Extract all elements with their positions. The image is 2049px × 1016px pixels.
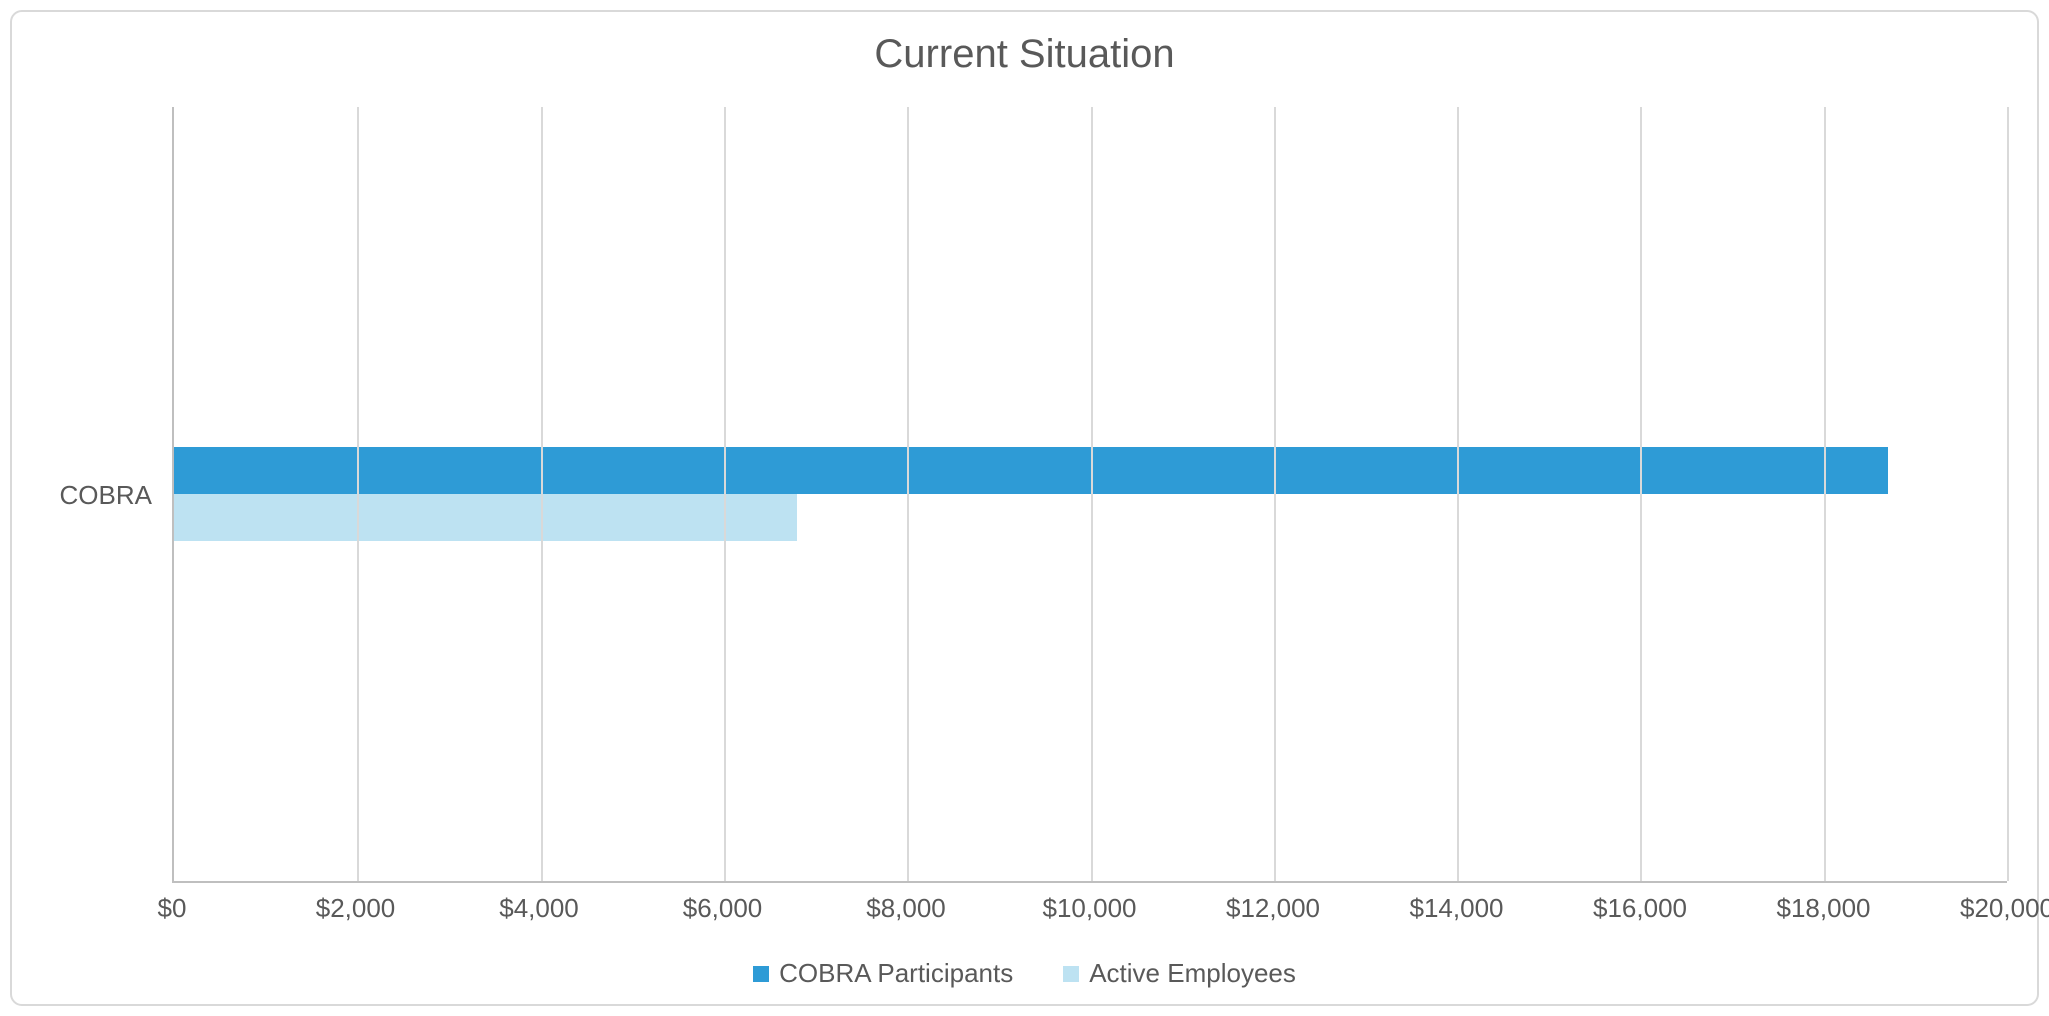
gridline <box>2007 107 2009 881</box>
x-tick-label: $12,000 <box>1226 893 1320 924</box>
plot-wrapper: COBRA $0$2,000$4,000$6,000$8,000$10,000$… <box>42 107 2007 989</box>
x-tick-label: $0 <box>158 893 187 924</box>
plot-row: COBRA <box>42 107 2007 883</box>
legend-label: COBRA Participants <box>779 958 1013 989</box>
x-tick-label: $10,000 <box>1043 893 1137 924</box>
legend-swatch <box>753 966 769 982</box>
legend-swatch <box>1063 966 1079 982</box>
x-tick-label: $4,000 <box>499 893 579 924</box>
x-axis-row: $0 $2,000 $4,000 $6,000 $8,000 $10,000 $12,000… <box>42 883 2007 933</box>
x-tick-label: $14,000 <box>1410 893 1504 924</box>
legend-item: Active Employees <box>1063 958 1296 989</box>
bar-cobra-participants <box>174 447 1888 494</box>
gridline <box>1274 107 1276 881</box>
y-category-label: COBRA <box>60 480 152 511</box>
x-tick-label: $20,000 <box>1960 893 2049 924</box>
gridline <box>907 107 909 881</box>
gridline <box>541 107 543 881</box>
legend-item: COBRA Participants <box>753 958 1013 989</box>
plot-area <box>172 107 2007 883</box>
x-tick-label: $8,000 <box>866 893 946 924</box>
gridline <box>357 107 359 881</box>
x-tick-label: $18,000 <box>1777 893 1871 924</box>
gridline <box>1824 107 1826 881</box>
x-tick-label: $6,000 <box>683 893 763 924</box>
chart-container: Current Situation COBRA $0 $2,000 $4,000 $6… <box>10 10 2039 1006</box>
x-axis-spacer <box>42 883 172 933</box>
chart-title: Current Situation <box>42 32 2007 77</box>
gridline <box>1457 107 1459 881</box>
gridline <box>1091 107 1093 881</box>
legend-label: Active Employees <box>1089 958 1296 989</box>
y-axis-labels: COBRA <box>42 107 172 883</box>
bar-active-employees <box>174 494 797 541</box>
gridline <box>724 107 726 881</box>
x-tick-label: $2,000 <box>316 893 396 924</box>
legend: COBRA Participants Active Employees <box>42 958 2007 989</box>
x-tick-label: $16,000 <box>1593 893 1687 924</box>
gridline <box>1640 107 1642 881</box>
x-axis-ticks: $0$2,000$4,000$6,000$8,000$10,000$12,000… <box>172 883 2007 933</box>
